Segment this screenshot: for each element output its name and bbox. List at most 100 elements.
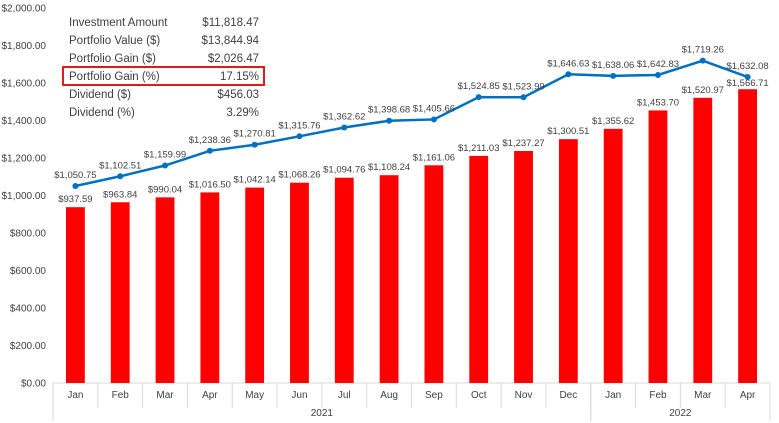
y-tick-label: $2,000.00 [2, 4, 47, 15]
summary-label: Portfolio Gain ($) [69, 53, 156, 65]
bar-value-label: $1,300.51 [547, 126, 589, 137]
line-value-label: $1,524.85 [458, 81, 500, 92]
bar [290, 182, 309, 383]
summary-value: 3.29% [226, 107, 259, 119]
line-point [610, 72, 617, 79]
data-labels: $937.59 $1,050.75 $963.84 $1,102.51 $990.04 $… [54, 45, 768, 206]
x-tick-label: Oct [471, 390, 487, 401]
y-tick-label: $1,200.00 [2, 154, 47, 165]
bar-value-label: $1,520.97 [682, 85, 724, 96]
line-point [296, 133, 303, 140]
summary-table: Investment Amount $11,818.47 Portfolio Val… [62, 17, 265, 119]
line-value-label: $1,719.26 [682, 45, 724, 56]
line-value-label: $1,646.63 [547, 58, 589, 69]
line-point [475, 94, 482, 101]
line-point [565, 71, 572, 78]
bar [558, 139, 578, 383]
line-point [654, 71, 661, 78]
x-tick-label: Jul [338, 390, 351, 401]
line-point [341, 124, 348, 131]
y-tick-label: $400.00 [10, 304, 47, 315]
summary-label: Dividend (%) [69, 107, 135, 119]
x-tick-label: Apr [740, 390, 756, 401]
x-tick-label: Sep [425, 390, 443, 401]
x-tick-label: Nov [515, 390, 533, 401]
bar-value-label: $1,016.50 [189, 179, 231, 190]
summary-value: 17.15% [220, 71, 259, 83]
bar [603, 128, 623, 383]
line-value-label: $1,632.08 [726, 61, 768, 72]
y-tick-label: $200.00 [10, 341, 47, 352]
bar [469, 155, 489, 383]
bar-value-label: $937.59 [58, 194, 92, 205]
bar [379, 175, 399, 383]
line-point [162, 162, 169, 169]
line-value-label: $1,270.81 [234, 129, 276, 140]
bar [245, 187, 265, 383]
summary-value: $456.03 [217, 89, 259, 101]
bar-value-label: $1,108.24 [368, 162, 410, 173]
line-point [699, 57, 706, 64]
line-value-label: $1,315.76 [278, 120, 320, 131]
x-tick-label: May [245, 390, 264, 401]
bar [693, 97, 713, 384]
bar-value-label: $1,566.71 [726, 78, 768, 89]
summary-label: Investment Amount [69, 17, 168, 29]
bar-value-label: $1,453.70 [637, 97, 679, 108]
portfolio-value-line [75, 59, 749, 188]
summary-value: $13,844.94 [201, 35, 259, 47]
line-point [72, 182, 79, 189]
bar-value-label: $1,042.14 [234, 175, 276, 186]
y-tick-label: $0.00 [21, 379, 46, 390]
line-point [744, 73, 751, 80]
x-tick-label: Feb [649, 390, 667, 401]
bar-value-label: $963.84 [103, 189, 137, 200]
bar [334, 177, 354, 383]
line-value-label: $1,398.68 [368, 105, 410, 116]
line-series [72, 57, 751, 189]
bar-value-label: $1,237.27 [502, 138, 544, 149]
bar [514, 151, 533, 383]
summary-label: Portfolio Value ($) [69, 35, 160, 47]
bar [648, 110, 668, 384]
y-tick-label: $1,600.00 [2, 79, 47, 90]
line-value-label: $1,050.75 [54, 170, 96, 181]
bar [65, 207, 85, 383]
line-value-label: $1,405.66 [413, 103, 455, 114]
summary-label: Dividend ($) [69, 89, 131, 101]
year-label: 2021 [311, 408, 334, 419]
year-label: 2022 [669, 408, 692, 419]
x-tick-label: Jun [291, 390, 307, 401]
bar-value-label: $1,355.62 [592, 116, 634, 127]
x-tick-label: Dec [559, 390, 577, 401]
line-value-label: $1,238.36 [189, 135, 231, 146]
x-tick-label: Apr [202, 390, 218, 401]
summary-value: $11,818.47 [202, 17, 259, 29]
bar [200, 192, 220, 383]
bar-value-label: $1,094.76 [323, 165, 365, 176]
x-tick-label: Aug [380, 390, 398, 401]
y-tick-label: $1,800.00 [2, 41, 47, 52]
x-tick-label: Jan [605, 390, 621, 401]
line-point [251, 141, 258, 148]
line-point [520, 94, 527, 101]
bar-series [65, 89, 758, 384]
y-tick-label: $1,400.00 [2, 116, 47, 127]
y-tick-label: $600.00 [10, 266, 47, 277]
line-value-label: $1,523.99 [502, 81, 544, 92]
bar-value-label: $1,068.26 [278, 170, 320, 181]
line-point [430, 116, 437, 123]
line-point [117, 173, 124, 180]
summary-label: Portfolio Gain (%) [69, 71, 160, 83]
bar [110, 202, 130, 383]
line-value-label: $1,102.51 [99, 160, 141, 171]
y-tick-label: $1,000.00 [2, 191, 47, 202]
bar-value-label: $990.04 [148, 184, 182, 195]
bar [424, 165, 444, 383]
x-tick-label: Mar [694, 390, 712, 401]
bar-value-label: $1,161.06 [413, 152, 455, 163]
line-value-label: $1,638.06 [592, 60, 634, 71]
line-value-label: $1,159.99 [144, 150, 186, 161]
line-point [206, 147, 213, 154]
